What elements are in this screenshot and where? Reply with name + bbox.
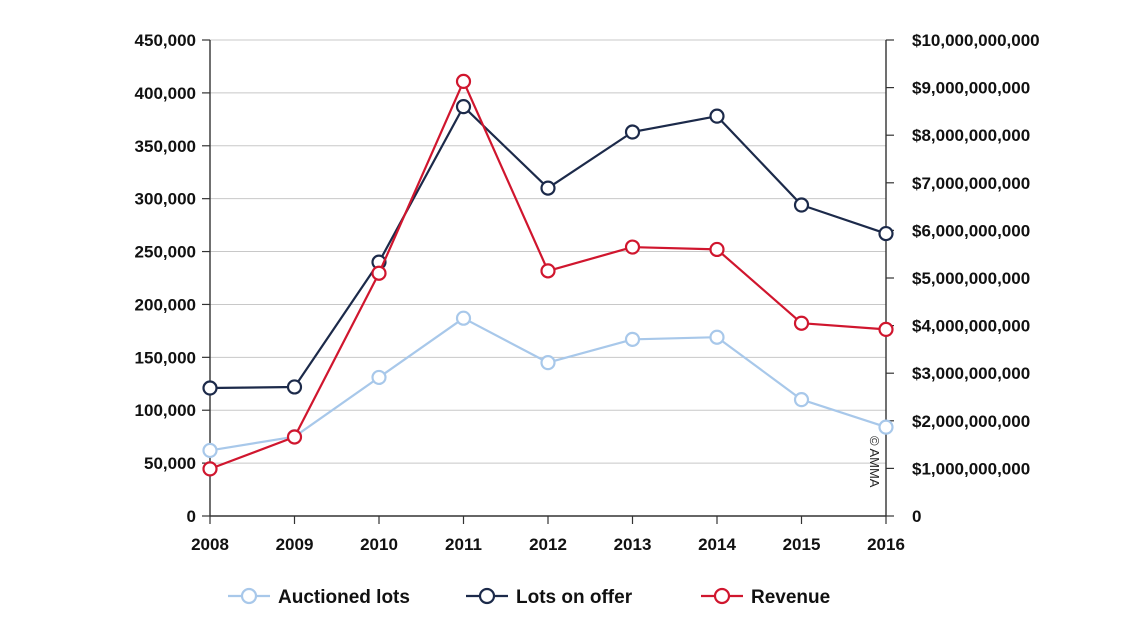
legend-swatch-marker xyxy=(478,587,496,605)
data-point-auctioned-lots xyxy=(455,310,472,326)
left-tick-label: 50,000 xyxy=(144,454,196,473)
data-point-revenue xyxy=(624,239,641,255)
gridlines xyxy=(210,39,886,517)
left-tick-label: 100,000 xyxy=(135,401,196,420)
data-point-revenue xyxy=(540,263,556,279)
left-tick-label: 400,000 xyxy=(135,84,196,103)
data-point-revenue xyxy=(371,265,387,281)
data-point-lots-on-offer xyxy=(540,180,556,196)
data-point-lots-on-offer xyxy=(286,379,303,395)
x-tick-label: 2013 xyxy=(614,535,652,554)
x-tick-label: 2010 xyxy=(360,535,398,554)
left-axis-ticks: 0 50,000 100,000 150,000 200,000 250,000 300,0… xyxy=(135,31,210,526)
right-tick-label: 0 xyxy=(912,507,921,526)
left-tick-label: 150,000 xyxy=(135,348,196,367)
left-tick-label: 250,000 xyxy=(135,243,196,262)
left-tick-label: 450,000 xyxy=(135,31,196,50)
legend-label: Auctioned lots xyxy=(278,587,410,608)
legend-item-revenue: Revenue xyxy=(701,587,830,608)
legend: Auctioned lots Lots on offer Revenue xyxy=(228,587,830,608)
x-tick-label: 2012 xyxy=(529,535,567,554)
left-tick-label: 0 xyxy=(187,507,196,526)
data-point-auctioned-lots xyxy=(709,329,725,345)
legend-item-lots-on-offer: Lots on offer xyxy=(466,587,633,608)
data-point-lots-on-offer xyxy=(202,380,218,396)
right-axis-ticks: 0 $1,000,000,000 $2,000,000,000 $3,000,000,… xyxy=(886,31,1040,526)
data-point-revenue xyxy=(202,461,218,477)
data-point-lots-on-offer xyxy=(878,225,894,242)
x-tick-label: 2015 xyxy=(783,535,821,554)
data-point-revenue xyxy=(709,241,725,258)
legend-item-auctioned-lots: Auctioned lots xyxy=(228,587,410,608)
series-line-lots-on-offer xyxy=(209,105,887,390)
x-tick-label: 2008 xyxy=(191,535,229,554)
right-tick-label: $6,000,000,000 xyxy=(912,221,1030,240)
legend-swatch-marker xyxy=(240,587,258,605)
left-tick-label: 200,000 xyxy=(135,295,196,314)
right-tick-label: $7,000,000,000 xyxy=(912,174,1030,193)
data-point-lots-on-offer xyxy=(455,99,472,115)
data-point-auctioned-lots xyxy=(878,419,894,435)
right-tick-label: $1,000,000,000 xyxy=(912,459,1030,478)
data-point-revenue xyxy=(793,315,810,331)
right-tick-label: $3,000,000,000 xyxy=(912,364,1030,383)
series-revenue xyxy=(202,73,894,477)
series xyxy=(202,73,894,477)
left-tick-label: 300,000 xyxy=(135,190,196,209)
data-point-revenue xyxy=(286,429,303,445)
right-tick-label: $9,000,000,000 xyxy=(912,79,1030,98)
x-tick-label: 2014 xyxy=(698,535,736,554)
data-point-auctioned-lots xyxy=(540,355,556,371)
right-tick-label: $8,000,000,000 xyxy=(912,126,1030,145)
x-tick-label: 2011 xyxy=(445,535,482,554)
right-tick-label: $4,000,000,000 xyxy=(912,317,1030,336)
x-tick-label: 2016 xyxy=(867,535,905,554)
left-tick-label: 350,000 xyxy=(135,137,196,156)
data-point-auctioned-lots xyxy=(793,392,810,408)
data-point-lots-on-offer xyxy=(624,124,641,140)
legend-label: Lots on offer xyxy=(516,587,633,608)
series-lots-on-offer xyxy=(202,99,894,396)
legend-label: Revenue xyxy=(751,587,830,608)
data-point-lots-on-offer xyxy=(793,197,810,213)
data-point-auctioned-lots xyxy=(624,331,641,347)
right-tick-label: $10,000,000,000 xyxy=(912,31,1040,50)
data-point-revenue xyxy=(455,73,472,90)
series-auctioned-lots xyxy=(202,310,894,459)
legend-swatch-marker xyxy=(713,587,731,605)
right-tick-label: $5,000,000,000 xyxy=(912,269,1030,288)
data-point-auctioned-lots xyxy=(202,442,218,459)
x-axis-ticks: 2008 2009 2010 2011 2012 2013 2014 2015 2016 xyxy=(191,516,905,554)
data-point-lots-on-offer xyxy=(709,108,725,124)
data-point-auctioned-lots xyxy=(371,369,387,386)
data-point-revenue xyxy=(878,321,894,338)
x-tick-label: 2009 xyxy=(276,535,314,554)
right-tick-label: $2,000,000,000 xyxy=(912,412,1030,431)
series-line-auctioned-lots xyxy=(209,317,887,452)
copyright-notice: © AMMA xyxy=(867,436,882,488)
